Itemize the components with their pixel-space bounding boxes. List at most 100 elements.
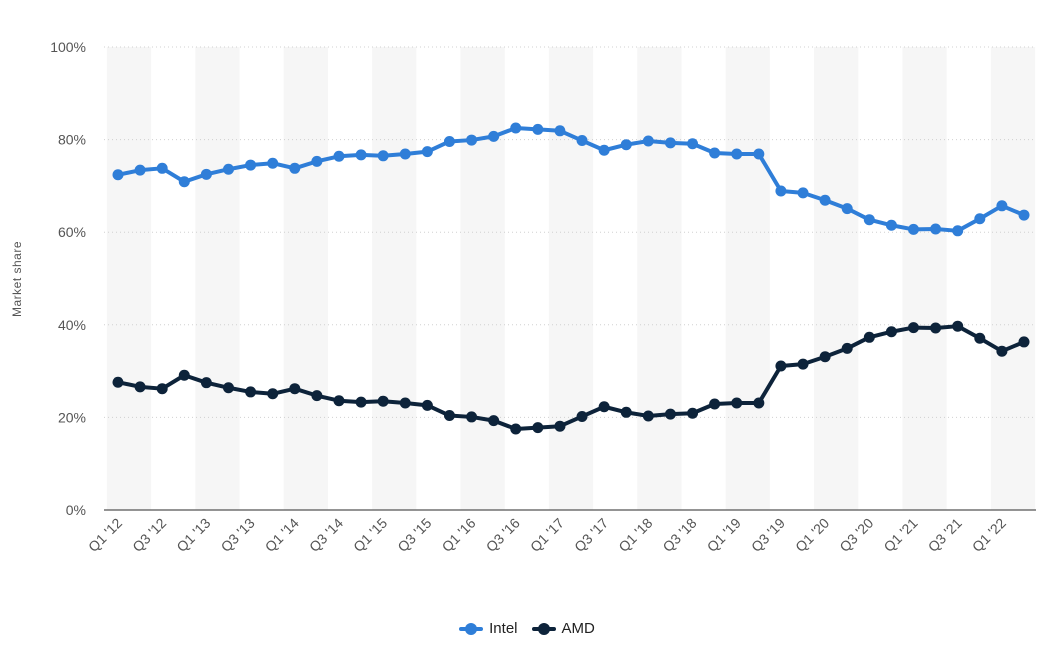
gridlines <box>104 46 1036 511</box>
data-point-intel[interactable] <box>996 200 1008 212</box>
data-point-amd[interactable] <box>112 376 124 388</box>
data-point-amd[interactable] <box>510 423 522 435</box>
data-point-amd[interactable] <box>377 395 389 407</box>
series-amd <box>112 320 1030 435</box>
data-point-intel[interactable] <box>200 168 212 180</box>
data-point-intel[interactable] <box>112 169 124 181</box>
data-point-intel[interactable] <box>134 164 146 176</box>
x-tick-label: Q3 '17 <box>571 515 611 555</box>
data-point-amd[interactable] <box>620 406 632 418</box>
data-point-intel[interactable] <box>156 162 168 174</box>
data-point-amd[interactable] <box>222 382 234 394</box>
data-point-amd[interactable] <box>421 399 433 411</box>
data-point-intel[interactable] <box>1018 209 1030 221</box>
x-tick-label: Q1 '12 <box>85 515 125 555</box>
data-point-amd[interactable] <box>642 410 654 422</box>
data-point-amd[interactable] <box>311 390 323 402</box>
data-point-intel[interactable] <box>576 135 588 147</box>
data-point-amd[interactable] <box>178 369 190 381</box>
background-band <box>460 47 505 510</box>
data-point-amd[interactable] <box>1018 336 1030 348</box>
data-point-intel[interactable] <box>620 139 632 151</box>
data-point-amd[interactable] <box>996 345 1008 357</box>
x-tick-label: Q1 '13 <box>173 515 213 555</box>
data-point-intel[interactable] <box>443 135 455 147</box>
x-tick-label: Q1 '22 <box>969 515 1009 555</box>
data-point-amd[interactable] <box>532 422 544 434</box>
data-point-amd[interactable] <box>952 320 964 332</box>
data-point-amd[interactable] <box>267 388 279 400</box>
data-point-amd[interactable] <box>819 351 831 363</box>
data-point-intel[interactable] <box>598 144 610 156</box>
data-point-intel[interactable] <box>532 123 544 135</box>
data-point-intel[interactable] <box>554 125 566 137</box>
x-tick-label: Q3 '21 <box>925 515 965 555</box>
data-point-intel[interactable] <box>797 187 809 199</box>
data-point-amd[interactable] <box>245 386 257 398</box>
data-point-intel[interactable] <box>510 122 522 134</box>
legend-item-intel[interactable]: Intel <box>459 620 518 637</box>
data-point-amd[interactable] <box>399 397 411 409</box>
x-tick-label: Q1 '19 <box>704 515 744 555</box>
data-point-amd[interactable] <box>576 410 588 422</box>
legend-item-amd[interactable]: AMD <box>531 620 595 637</box>
y-axis-label: Market share <box>10 241 24 317</box>
data-point-amd[interactable] <box>554 420 566 432</box>
data-point-amd[interactable] <box>134 381 146 393</box>
data-point-intel[interactable] <box>908 223 920 235</box>
data-point-intel[interactable] <box>355 149 367 161</box>
data-point-intel[interactable] <box>819 194 831 206</box>
data-point-amd[interactable] <box>731 397 743 409</box>
data-point-amd[interactable] <box>709 398 721 410</box>
data-point-intel[interactable] <box>488 130 500 142</box>
x-tick-label: Q1 '18 <box>615 515 655 555</box>
data-point-amd[interactable] <box>333 395 345 407</box>
data-point-amd[interactable] <box>488 415 500 427</box>
data-point-intel[interactable] <box>399 148 411 160</box>
data-point-intel[interactable] <box>709 147 721 159</box>
data-point-amd[interactable] <box>200 377 212 389</box>
data-point-intel[interactable] <box>952 225 964 237</box>
data-point-intel[interactable] <box>775 185 787 197</box>
data-point-intel[interactable] <box>863 214 875 226</box>
data-point-intel[interactable] <box>885 219 897 231</box>
data-point-intel[interactable] <box>245 159 257 171</box>
data-point-amd[interactable] <box>355 396 367 408</box>
data-point-intel[interactable] <box>687 138 699 150</box>
data-point-intel[interactable] <box>377 150 389 162</box>
data-point-intel[interactable] <box>311 155 323 167</box>
data-point-intel[interactable] <box>222 163 234 175</box>
data-point-intel[interactable] <box>930 223 942 235</box>
data-point-intel[interactable] <box>289 162 301 174</box>
data-point-intel[interactable] <box>421 146 433 158</box>
data-point-intel[interactable] <box>178 176 190 188</box>
x-tick-label: Q3 '16 <box>483 515 523 555</box>
data-point-amd[interactable] <box>885 326 897 338</box>
data-point-intel[interactable] <box>753 148 765 160</box>
data-point-amd[interactable] <box>289 383 301 395</box>
data-point-intel[interactable] <box>731 148 743 160</box>
data-point-amd[interactable] <box>974 332 986 344</box>
data-point-intel[interactable] <box>466 134 478 146</box>
data-point-intel[interactable] <box>841 203 853 215</box>
data-point-amd[interactable] <box>908 322 920 334</box>
data-point-intel[interactable] <box>333 150 345 162</box>
data-point-amd[interactable] <box>930 322 942 334</box>
data-point-intel[interactable] <box>974 213 986 225</box>
data-point-intel[interactable] <box>664 137 676 149</box>
data-point-amd[interactable] <box>664 408 676 420</box>
data-point-intel[interactable] <box>267 157 279 169</box>
data-point-amd[interactable] <box>443 410 455 422</box>
data-point-amd[interactable] <box>863 331 875 343</box>
data-point-amd[interactable] <box>775 360 787 372</box>
data-point-amd[interactable] <box>466 411 478 423</box>
data-point-amd[interactable] <box>841 342 853 354</box>
data-point-amd[interactable] <box>753 397 765 409</box>
legend-label-amd: AMD <box>561 620 595 637</box>
data-point-amd[interactable] <box>797 358 809 370</box>
data-point-amd[interactable] <box>156 383 168 395</box>
data-point-amd[interactable] <box>598 401 610 413</box>
data-point-amd[interactable] <box>687 407 699 419</box>
y-axis-tick-labels: 0% 20% 40% 60% 80% 100% <box>50 39 86 518</box>
data-point-intel[interactable] <box>642 135 654 147</box>
